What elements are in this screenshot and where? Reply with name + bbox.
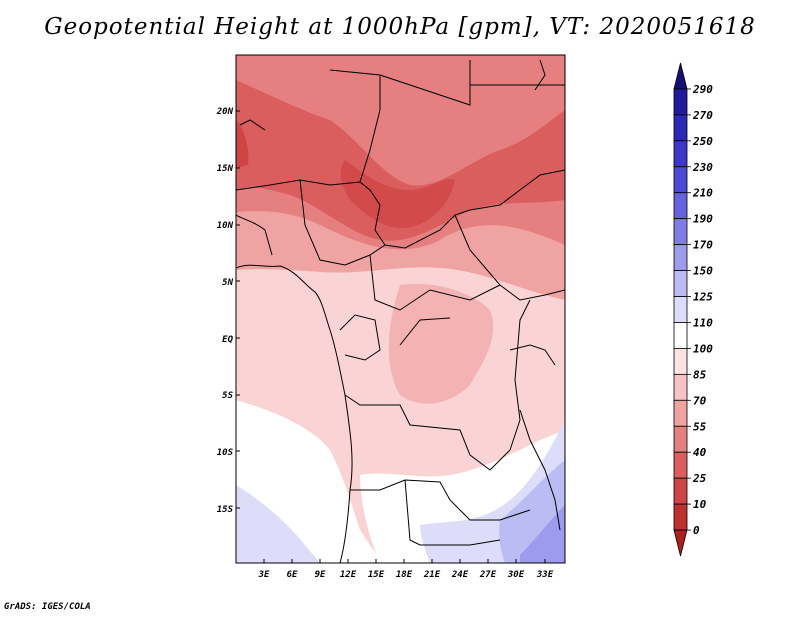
colorbar-label: 170 — [693, 239, 713, 252]
colorbar-label: 270 — [692, 109, 713, 122]
colorbar-segment — [673, 88, 688, 116]
lat-label-15n: 15N — [217, 164, 234, 174]
lat-label-eq: EQ — [222, 335, 233, 345]
colorbar-label: 55 — [693, 420, 707, 433]
lat-label-10s: 10S — [217, 448, 234, 458]
grads-credit: GrADS: IGES/COLA — [4, 602, 91, 612]
colorbar-segment — [673, 477, 688, 505]
colorbar-segment — [673, 166, 688, 194]
lon-label-18e: 18E — [396, 570, 413, 580]
colorbar: 2902702502302101901701501251101008570554… — [673, 62, 713, 557]
lat-label-5s: 5S — [222, 391, 233, 401]
colorbar-segment — [673, 503, 688, 531]
map-title: Geopotential Height at 1000hPa [gpm], VT… — [44, 14, 756, 40]
colorbar-label: 290 — [692, 83, 713, 96]
colorbar-label: 125 — [693, 291, 713, 304]
lon-label-12e: 12E — [340, 570, 357, 580]
colorbar-segment — [673, 192, 688, 220]
colorbar-segment — [673, 348, 688, 375]
colorbar-label: 150 — [693, 265, 713, 278]
colorbar-segment — [673, 270, 688, 297]
colorbar-label: 40 — [693, 446, 707, 459]
geopotential-field — [236, 55, 565, 563]
colorbar-segment — [673, 529, 688, 557]
lat-label-5n: 5N — [222, 278, 233, 288]
colorbar-label: 110 — [693, 316, 713, 329]
latitude-ticks — [236, 110, 240, 509]
colorbar-label: 100 — [693, 342, 713, 355]
colorbar-segment — [673, 114, 688, 142]
colorbar-label: 210 — [692, 187, 713, 200]
colorbar-segment — [673, 425, 688, 453]
lon-label-27e: 27E — [479, 570, 497, 580]
lon-label-6e: 6E — [287, 570, 298, 580]
lon-label-33e: 33E — [536, 570, 554, 580]
longitude-axis: 3E 6E 9E 12E 15E 18E 21E 24E 27E 30E 33E — [258, 570, 554, 580]
map-frame — [235, 54, 566, 564]
colorbar-segment — [673, 296, 688, 323]
lon-label-3e: 3E — [258, 570, 270, 580]
colorbar-segment — [673, 140, 688, 168]
lon-label-9e: 9E — [315, 570, 326, 580]
longitude-ticks — [263, 559, 546, 563]
lon-label-15e: 15E — [368, 570, 385, 580]
colorbar-label: 190 — [693, 213, 713, 226]
lon-label-24e: 24E — [451, 570, 469, 580]
colorbar-segment — [673, 322, 688, 349]
country-borders — [236, 59, 565, 563]
colorbar-label: 10 — [693, 498, 707, 511]
colorbar-segment — [673, 244, 688, 271]
colorbar-segment — [673, 451, 688, 479]
colorbar-segment — [673, 373, 688, 401]
latitude-axis: 20N 15N 10N 5N EQ 5S 10S 15S — [216, 107, 234, 515]
lat-label-10n: 10N — [217, 221, 234, 231]
colorbar-label: 0 — [693, 524, 700, 537]
colorbar-label: 25 — [692, 472, 707, 485]
colorbar-segment — [673, 218, 688, 246]
colorbar-label: 230 — [692, 161, 713, 174]
colorbar-segment — [673, 399, 688, 427]
lon-label-30e: 30E — [507, 570, 525, 580]
colorbar-label: 70 — [693, 394, 707, 407]
colorbar-label: 250 — [692, 135, 713, 148]
colorbar-segment — [673, 62, 688, 90]
lat-label-15s: 15S — [217, 505, 234, 515]
lon-label-21e: 21E — [423, 570, 441, 580]
colorbar-label: 85 — [693, 368, 707, 381]
lat-label-20n: 20N — [216, 107, 234, 117]
